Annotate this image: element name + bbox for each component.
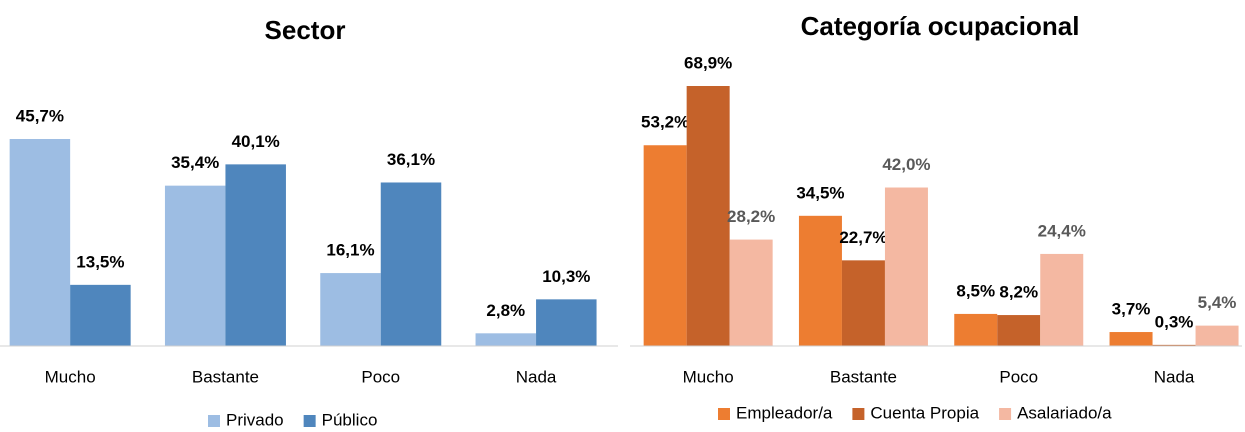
bar	[70, 284, 131, 346]
bar	[1109, 332, 1153, 346]
bar	[884, 187, 928, 346]
value-label: 22,7%	[839, 228, 887, 247]
bar	[536, 299, 597, 346]
legend-swatch	[718, 408, 730, 420]
bar	[320, 273, 381, 346]
bar	[1195, 325, 1239, 346]
legend-swatch	[303, 415, 316, 427]
chart-title: Sector	[265, 15, 346, 45]
value-label: 42,0%	[882, 155, 930, 174]
legend-label: Asalariado/a	[1017, 403, 1112, 422]
bar	[1040, 253, 1084, 346]
value-label: 24,4%	[1038, 221, 1086, 240]
value-label: 34,5%	[796, 183, 844, 202]
value-label: 0,3%	[1155, 312, 1194, 331]
bar	[164, 185, 226, 346]
value-label: 8,2%	[999, 283, 1038, 302]
value-label: 35,4%	[171, 153, 219, 172]
x-tick-label: Poco	[361, 367, 400, 386]
bar	[643, 145, 687, 346]
bar	[954, 313, 998, 346]
legend-label: Cuenta Propia	[870, 403, 979, 422]
legend-swatch	[208, 415, 220, 427]
bar	[841, 260, 885, 346]
chart-title: Categoría ocupacional	[801, 11, 1080, 41]
legend-swatch	[999, 408, 1012, 420]
value-label: 40,1%	[232, 132, 280, 151]
bar	[686, 86, 730, 346]
value-label: 3,7%	[1112, 300, 1151, 319]
value-label: 10,3%	[542, 267, 590, 286]
value-label: 36,1%	[387, 150, 435, 169]
value-label: 8,5%	[956, 281, 995, 300]
bar	[798, 215, 842, 346]
x-tick-label: Nada	[1154, 367, 1195, 386]
value-label: 45,7%	[16, 106, 64, 125]
x-tick-label: Nada	[516, 367, 557, 386]
bar	[380, 182, 442, 346]
legend-label: Público	[322, 410, 378, 429]
x-tick-label: Bastante	[830, 367, 897, 386]
bar	[475, 333, 537, 346]
value-label: 28,2%	[727, 207, 775, 226]
value-label: 13,5%	[76, 252, 124, 271]
x-tick-label: Mucho	[45, 367, 96, 386]
value-label: 68,9%	[684, 53, 732, 72]
bar	[1152, 344, 1196, 346]
legend-swatch	[852, 408, 865, 420]
bar	[729, 239, 773, 346]
bar	[997, 315, 1041, 346]
x-tick-label: Poco	[999, 367, 1038, 386]
value-label: 2,8%	[486, 301, 525, 320]
value-label: 16,1%	[326, 241, 374, 260]
bar	[9, 139, 71, 346]
bar	[225, 164, 286, 346]
legend-label: Privado	[226, 410, 284, 429]
x-tick-label: Bastante	[192, 367, 259, 386]
value-label: 5,4%	[1198, 293, 1237, 312]
x-tick-label: Mucho	[683, 367, 734, 386]
legend-label: Empleador/a	[736, 403, 833, 422]
value-label: 53,2%	[641, 113, 689, 132]
